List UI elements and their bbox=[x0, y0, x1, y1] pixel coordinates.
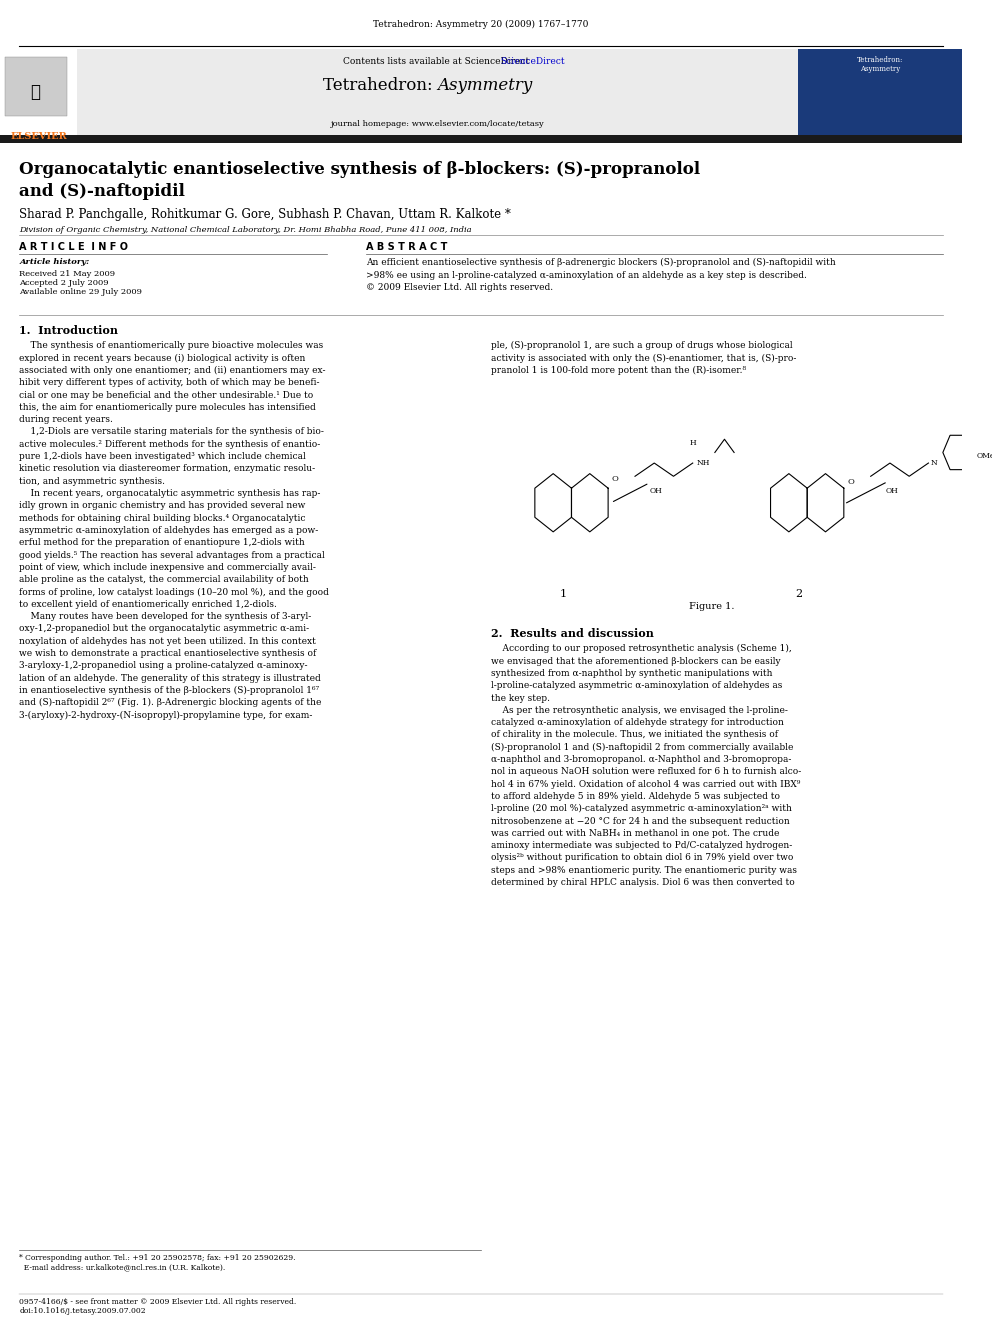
Text: O: O bbox=[612, 475, 619, 483]
Text: Accepted 2 July 2009: Accepted 2 July 2009 bbox=[19, 279, 109, 287]
Text: we wish to demonstrate a practical enantioselective synthesis of: we wish to demonstrate a practical enant… bbox=[19, 648, 316, 658]
Text: N: N bbox=[930, 459, 937, 467]
Text: oxy-1,2-propanediol but the organocatalytic asymmetric α-ami-: oxy-1,2-propanediol but the organocataly… bbox=[19, 624, 310, 634]
Text: was carried out with NaBH₄ in methanol in one pot. The crude: was carried out with NaBH₄ in methanol i… bbox=[491, 828, 779, 837]
Text: Tetrahedron:: Tetrahedron: bbox=[322, 77, 437, 94]
Text: pure 1,2-diols have been investigated³ which include chemical: pure 1,2-diols have been investigated³ w… bbox=[19, 452, 306, 462]
Text: NH: NH bbox=[696, 459, 710, 467]
Text: >98% ee using an l-proline-catalyzed α-aminoxylation of an aldehyde as a key ste: >98% ee using an l-proline-catalyzed α-a… bbox=[366, 271, 806, 279]
Text: active molecules.² Different methods for the synthesis of enantio-: active molecules.² Different methods for… bbox=[19, 439, 320, 448]
Text: hibit very different types of activity, both of which may be benefi-: hibit very different types of activity, … bbox=[19, 378, 319, 388]
Text: methods for obtaining chiral building blocks.⁴ Organocatalytic: methods for obtaining chiral building bl… bbox=[19, 513, 306, 523]
Text: © 2009 Elsevier Ltd. All rights reserved.: © 2009 Elsevier Ltd. All rights reserved… bbox=[366, 283, 553, 292]
Text: synthesized from α-naphthol by synthetic manipulations with: synthesized from α-naphthol by synthetic… bbox=[491, 669, 772, 677]
Text: during recent years.: during recent years. bbox=[19, 415, 113, 425]
Text: to afford aldehyde 5 in 89% yield. Aldehyde 5 was subjected to: to afford aldehyde 5 in 89% yield. Aldeh… bbox=[491, 792, 780, 800]
Text: O: O bbox=[847, 478, 854, 486]
FancyBboxPatch shape bbox=[77, 49, 799, 139]
Text: forms of proline, low catalyst loadings (10–20 mol %), and the good: forms of proline, low catalyst loadings … bbox=[19, 587, 329, 597]
Text: steps and >98% enantiomeric purity. The enantiomeric purity was: steps and >98% enantiomeric purity. The … bbox=[491, 865, 797, 875]
Text: idly grown in organic chemistry and has provided several new: idly grown in organic chemistry and has … bbox=[19, 501, 306, 511]
Text: nitrosobenzene at −20 °C for 24 h and the subsequent reduction: nitrosobenzene at −20 °C for 24 h and th… bbox=[491, 816, 790, 826]
Text: 1,2-Diols are versatile staring materials for the synthesis of bio-: 1,2-Diols are versatile staring material… bbox=[19, 427, 324, 437]
Text: activity is associated with only the (S)-enantiomer, that is, (S)-pro-: activity is associated with only the (S)… bbox=[491, 353, 796, 363]
Text: catalyzed α-aminoxylation of aldehyde strategy for introduction: catalyzed α-aminoxylation of aldehyde st… bbox=[491, 718, 784, 728]
Text: tion, and asymmetric synthesis.: tion, and asymmetric synthesis. bbox=[19, 476, 166, 486]
Text: the key step.: the key step. bbox=[491, 693, 550, 703]
Text: this, the aim for enantiomerically pure molecules has intensified: this, the aim for enantiomerically pure … bbox=[19, 402, 316, 411]
Text: OH: OH bbox=[886, 487, 898, 495]
Text: lation of an aldehyde. The generality of this strategy is illustrated: lation of an aldehyde. The generality of… bbox=[19, 673, 321, 683]
Text: As per the retrosynthetic analysis, we envisaged the l-proline-: As per the retrosynthetic analysis, we e… bbox=[491, 705, 788, 714]
Text: 3-(aryloxy)-2-hydroxy-(N-isopropyl)-propylamine type, for exam-: 3-(aryloxy)-2-hydroxy-(N-isopropyl)-prop… bbox=[19, 710, 312, 720]
Text: and (S)-naftopidil: and (S)-naftopidil bbox=[19, 183, 186, 200]
Text: Tetrahedron:
Asymmetry: Tetrahedron: Asymmetry bbox=[857, 56, 904, 73]
Bar bbox=[5, 57, 67, 116]
Text: aminoxy intermediate was subjected to Pd/C-catalyzed hydrogen-: aminoxy intermediate was subjected to Pd… bbox=[491, 841, 792, 851]
Bar bbox=[0, 49, 77, 139]
Text: pranolol 1 is 100-fold more potent than the (R)-isomer.⁸: pranolol 1 is 100-fold more potent than … bbox=[491, 366, 746, 374]
Text: Contents lists available at ScienceDirect: Contents lists available at ScienceDirec… bbox=[343, 57, 533, 66]
Text: Division of Organic Chemistry, National Chemical Laboratory, Dr. Homi Bhabha Roa: Division of Organic Chemistry, National … bbox=[19, 226, 472, 234]
Text: l-proline-catalyzed asymmetric α-aminoxylation of aldehydes as: l-proline-catalyzed asymmetric α-aminoxy… bbox=[491, 681, 782, 691]
Text: nol in aqueous NaOH solution were refluxed for 6 h to furnish alco-: nol in aqueous NaOH solution were reflux… bbox=[491, 767, 801, 777]
Text: Many routes have been developed for the synthesis of 3-aryl-: Many routes have been developed for the … bbox=[19, 613, 311, 620]
Text: point of view, which include inexpensive and commercially avail-: point of view, which include inexpensive… bbox=[19, 562, 316, 572]
Text: 0957-4166/$ - see front matter © 2009 Elsevier Ltd. All rights reserved.
doi:10.: 0957-4166/$ - see front matter © 2009 El… bbox=[19, 1298, 297, 1315]
Text: Received 21 May 2009: Received 21 May 2009 bbox=[19, 270, 115, 278]
Text: An efficient enantioselective synthesis of β-adrenergic blockers (S)-propranolol: An efficient enantioselective synthesis … bbox=[366, 258, 835, 267]
Text: Tetrahedron: Asymmetry 20 (2009) 1767–1770: Tetrahedron: Asymmetry 20 (2009) 1767–17… bbox=[373, 20, 588, 29]
Bar bbox=[486, 417, 952, 589]
Text: associated with only one enantiomer; and (ii) enantiomers may ex-: associated with only one enantiomer; and… bbox=[19, 366, 325, 374]
Text: Figure 1.: Figure 1. bbox=[689, 602, 735, 611]
Text: 3-aryloxy-1,2-propanediol using a proline-catalyzed α-aminoxy-: 3-aryloxy-1,2-propanediol using a prolin… bbox=[19, 662, 308, 671]
Text: * Corresponding author. Tel.: +91 20 25902578; fax: +91 20 25902629.
  E-mail ad: * Corresponding author. Tel.: +91 20 259… bbox=[19, 1254, 296, 1271]
Text: l-proline (20 mol %)-catalyzed asymmetric α-aminoxylation²ᵃ with: l-proline (20 mol %)-catalyzed asymmetri… bbox=[491, 804, 792, 814]
Text: we envisaged that the aforementioned β-blockers can be easily: we envisaged that the aforementioned β-b… bbox=[491, 656, 781, 665]
Text: ELSEVIER: ELSEVIER bbox=[10, 132, 66, 142]
Text: of chirality in the molecule. Thus, we initiated the synthesis of: of chirality in the molecule. Thus, we i… bbox=[491, 730, 778, 740]
Text: A B S T R A C T: A B S T R A C T bbox=[366, 242, 447, 253]
Text: cial or one may be beneficial and the other undesirable.¹ Due to: cial or one may be beneficial and the ot… bbox=[19, 390, 313, 400]
Text: 2: 2 bbox=[795, 589, 803, 599]
Bar bbox=[799, 49, 962, 139]
Text: Sharad P. Panchgalle, Rohitkumar G. Gore, Subhash P. Chavan, Uttam R. Kalkote *: Sharad P. Panchgalle, Rohitkumar G. Gore… bbox=[19, 208, 511, 221]
Text: OH: OH bbox=[650, 487, 663, 495]
Text: Available online 29 July 2009: Available online 29 July 2009 bbox=[19, 288, 142, 296]
Text: explored in recent years because (i) biological activity is often: explored in recent years because (i) bio… bbox=[19, 353, 306, 363]
Text: asymmetric α-aminoxylation of aldehydes has emerged as a pow-: asymmetric α-aminoxylation of aldehydes … bbox=[19, 525, 318, 534]
Text: to excellent yield of enantiomerically enriched 1,2-diols.: to excellent yield of enantiomerically e… bbox=[19, 599, 277, 609]
Text: (S)-propranolol 1 and (S)-naftopidil 2 from commercially available: (S)-propranolol 1 and (S)-naftopidil 2 f… bbox=[491, 742, 793, 751]
Text: and (S)-naftopidil 2⁶⁷ (Fig. 1). β-Adrenergic blocking agents of the: and (S)-naftopidil 2⁶⁷ (Fig. 1). β-Adren… bbox=[19, 699, 321, 708]
Text: hol 4 in 67% yield. Oxidation of alcohol 4 was carried out with IBX⁹: hol 4 in 67% yield. Oxidation of alcohol… bbox=[491, 779, 800, 789]
Text: journal homepage: www.elsevier.com/locate/tetasy: journal homepage: www.elsevier.com/locat… bbox=[331, 120, 545, 128]
Text: kinetic resolution via diastereomer formation, enzymatic resolu-: kinetic resolution via diastereomer form… bbox=[19, 464, 315, 474]
Text: 1.  Introduction: 1. Introduction bbox=[19, 325, 118, 336]
Bar bbox=[0, 135, 962, 143]
Text: According to our proposed retrosynthetic analysis (Scheme 1),: According to our proposed retrosynthetic… bbox=[491, 644, 792, 654]
Text: in enantioselective synthesis of the β-blockers (S)-propranolol 1⁶⁷: in enantioselective synthesis of the β-b… bbox=[19, 685, 319, 695]
Text: In recent years, organocatalytic asymmetric synthesis has rap-: In recent years, organocatalytic asymmet… bbox=[19, 490, 320, 497]
Text: good yields.⁵ The reaction has several advantages from a practical: good yields.⁵ The reaction has several a… bbox=[19, 550, 325, 560]
Text: ScienceDirect: ScienceDirect bbox=[500, 57, 564, 66]
Text: Article history:: Article history: bbox=[19, 258, 89, 266]
Text: A R T I C L E  I N F O: A R T I C L E I N F O bbox=[19, 242, 128, 253]
Text: Organocatalytic enantioselective synthesis of β-blockers: (S)-propranolol: Organocatalytic enantioselective synthes… bbox=[19, 161, 700, 179]
Text: The synthesis of enantiomerically pure bioactive molecules was: The synthesis of enantiomerically pure b… bbox=[19, 341, 323, 351]
Text: OMe: OMe bbox=[976, 452, 992, 460]
Text: ple, (S)-propranolol 1, are such a group of drugs whose biological: ple, (S)-propranolol 1, are such a group… bbox=[491, 341, 793, 351]
Text: erful method for the preparation of enantiopure 1,2-diols with: erful method for the preparation of enan… bbox=[19, 538, 305, 548]
Text: H: H bbox=[689, 439, 696, 447]
Text: able proline as the catalyst, the commercial availability of both: able proline as the catalyst, the commer… bbox=[19, 576, 309, 585]
Text: determined by chiral HPLC analysis. Diol 6 was then converted to: determined by chiral HPLC analysis. Diol… bbox=[491, 878, 795, 888]
Text: α-naphthol and 3-bromopropanol. α-Naphthol and 3-bromopropa-: α-naphthol and 3-bromopropanol. α-Naphth… bbox=[491, 755, 791, 765]
Text: noxylation of aldehydes has not yet been utilized. In this context: noxylation of aldehydes has not yet been… bbox=[19, 636, 316, 646]
Text: Asymmetry: Asymmetry bbox=[437, 77, 533, 94]
Text: olysis²ᵇ without purification to obtain diol 6 in 79% yield over two: olysis²ᵇ without purification to obtain … bbox=[491, 853, 793, 863]
Text: 1: 1 bbox=[559, 589, 566, 599]
Text: 🌳: 🌳 bbox=[31, 85, 41, 101]
Text: 2.  Results and discussion: 2. Results and discussion bbox=[491, 628, 654, 639]
